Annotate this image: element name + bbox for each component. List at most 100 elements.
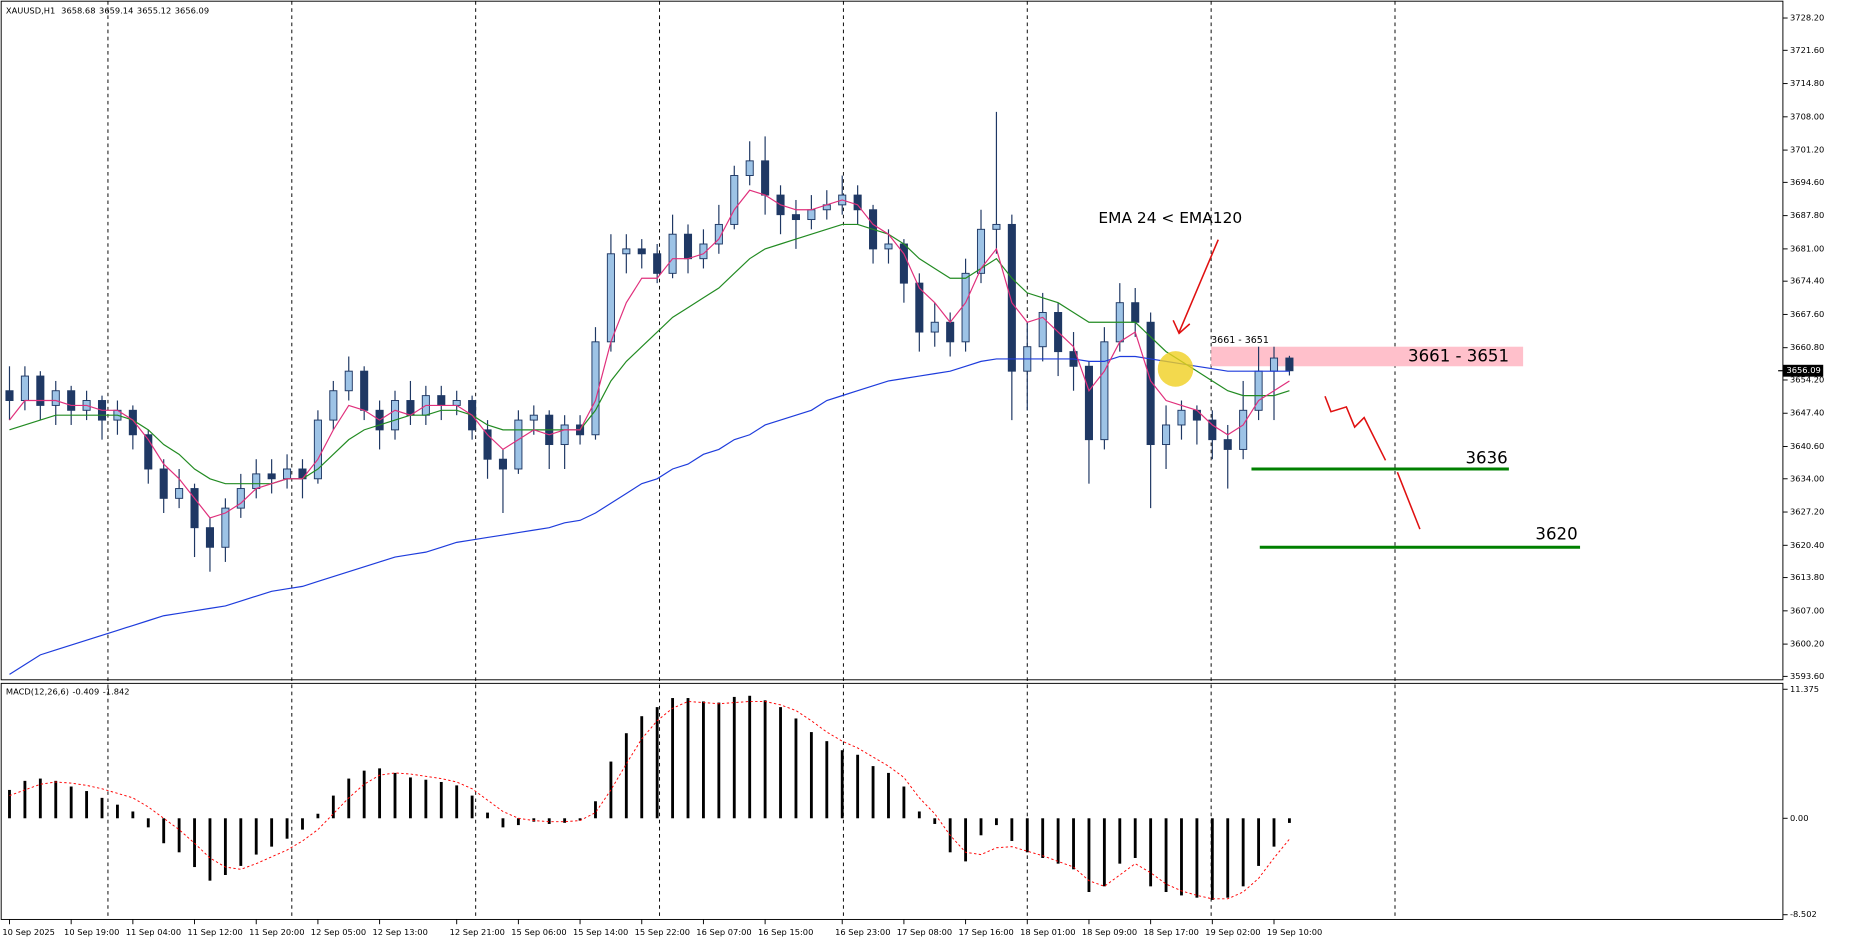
macd-bar: [1025, 818, 1029, 853]
x-tick-label: 16 Sep 07:00: [696, 927, 751, 937]
macd-bar: [38, 778, 42, 819]
header-open: 3658.68: [61, 5, 95, 15]
macd-bar: [1010, 818, 1014, 841]
x-tick-label: 12 Sep 05:00: [311, 927, 366, 937]
macd-bar: [717, 702, 721, 819]
header-high: 3659.14: [99, 5, 133, 15]
candle-body: [683, 233, 693, 260]
macd-bar: [1149, 818, 1153, 887]
x-tick-label: 19 Sep 02:00: [1205, 927, 1260, 937]
macd-bar: [1164, 818, 1168, 893]
y-tick-label: 3627.20: [1790, 507, 1824, 517]
candle-body: [144, 434, 153, 470]
candle-body: [283, 468, 292, 480]
y-tick-label: 3634.00: [1790, 473, 1824, 483]
moving-average: [9, 355, 1290, 675]
macd-bar: [301, 818, 304, 830]
y-tick-label: 3708.00: [1790, 111, 1824, 121]
candle-body: [1177, 409, 1186, 426]
macd-bar: [871, 766, 875, 819]
macd-bar: [902, 786, 906, 819]
header-low: 3655.12: [137, 5, 171, 15]
macd-bar: [1226, 818, 1230, 898]
price-panel-frame: [0, 0, 1784, 681]
macd-bar: [979, 818, 983, 836]
y-tick-label: 3660.80: [1790, 342, 1824, 352]
y-tick-label: 3620.40: [1790, 540, 1824, 550]
projection-path: [1396, 471, 1421, 530]
x-tick-label: 18 Sep 09:00: [1082, 927, 1137, 937]
day-separators: [107, 1, 1396, 920]
x-tick-label: 18 Sep 17:00: [1144, 927, 1199, 937]
y-tick-label: 3728.20: [1790, 13, 1824, 23]
macd-bar: [933, 818, 937, 824]
x-tick-label: 11 Sep 04:00: [126, 927, 181, 937]
candle-body: [344, 370, 353, 392]
candle-body: [175, 488, 184, 499]
macd-bar: [69, 786, 73, 819]
macd-bar: [208, 818, 212, 881]
level-label: 3620: [1535, 525, 1577, 544]
candle-body: [992, 223, 1001, 230]
y-tick-label: 3647.40: [1790, 408, 1824, 418]
candle-body: [1162, 424, 1171, 446]
x-tick-label: 17 Sep 08:00: [897, 927, 952, 937]
macd-bar: [54, 780, 58, 819]
candle-body: [1223, 439, 1232, 450]
x-tick-label: 11 Sep 20:00: [249, 927, 304, 937]
macd-bar: [223, 818, 227, 875]
macd-bar: [23, 780, 27, 819]
candle-body: [606, 253, 615, 343]
macd-bar: [501, 818, 505, 828]
x-tick-label: 15 Sep 22:00: [635, 927, 690, 937]
candle-body: [807, 209, 816, 221]
y-tick-label: 3694.60: [1790, 177, 1824, 187]
macd-bar: [1210, 818, 1214, 900]
macd-bar: [1195, 818, 1199, 898]
candle-body: [976, 228, 986, 274]
candle-body: [267, 473, 276, 480]
candle-body: [190, 488, 199, 529]
candle-body: [668, 233, 677, 274]
macd-bar: [516, 818, 520, 826]
macd-bar: [100, 797, 104, 819]
macd-bar: [1087, 818, 1091, 893]
y-tick-label: 3613.80: [1790, 572, 1824, 582]
macd-bar: [640, 716, 644, 819]
candle-body: [252, 473, 261, 490]
macd-bar: [887, 772, 890, 819]
macd-bar: [825, 741, 829, 819]
projection-path: [1324, 395, 1387, 461]
macd-bar: [1180, 818, 1183, 896]
y-tick-label: 3687.80: [1790, 210, 1824, 220]
macd-bar: [1041, 818, 1045, 858]
macd-bar: [1288, 818, 1291, 823]
macd-panel-frame: [0, 682, 1784, 920]
annotation: EMA 24 < EMA120: [1098, 209, 1242, 227]
macd-bar: [779, 707, 782, 819]
macd-bar: [162, 818, 166, 844]
arrows: [1172, 239, 1421, 530]
candle-body: [591, 341, 600, 436]
macd-bar: [85, 791, 89, 819]
macd-bar: [193, 818, 196, 868]
price-marker-label: 3656.09: [1786, 365, 1820, 375]
candle-body: [498, 458, 507, 470]
macd-bar: [116, 804, 119, 819]
candle-body: [159, 468, 168, 499]
zone-label: 3661 - 3651: [1408, 347, 1509, 366]
macd-bar: [763, 700, 767, 819]
macd-bar: [840, 750, 844, 819]
x-tick-label: 19 Sep 10:00: [1267, 927, 1322, 937]
macd-bar: [1056, 818, 1060, 864]
x-tick-label: 10 Sep 2025: [2, 927, 55, 937]
arrow: [1178, 239, 1219, 333]
candle-body: [313, 419, 322, 480]
macd-bar: [455, 785, 459, 819]
macd-bar: [1133, 818, 1137, 858]
x-tick-label: 17 Sep 16:00: [958, 927, 1013, 937]
candle-body: [514, 419, 523, 470]
macd-bar: [856, 754, 860, 819]
